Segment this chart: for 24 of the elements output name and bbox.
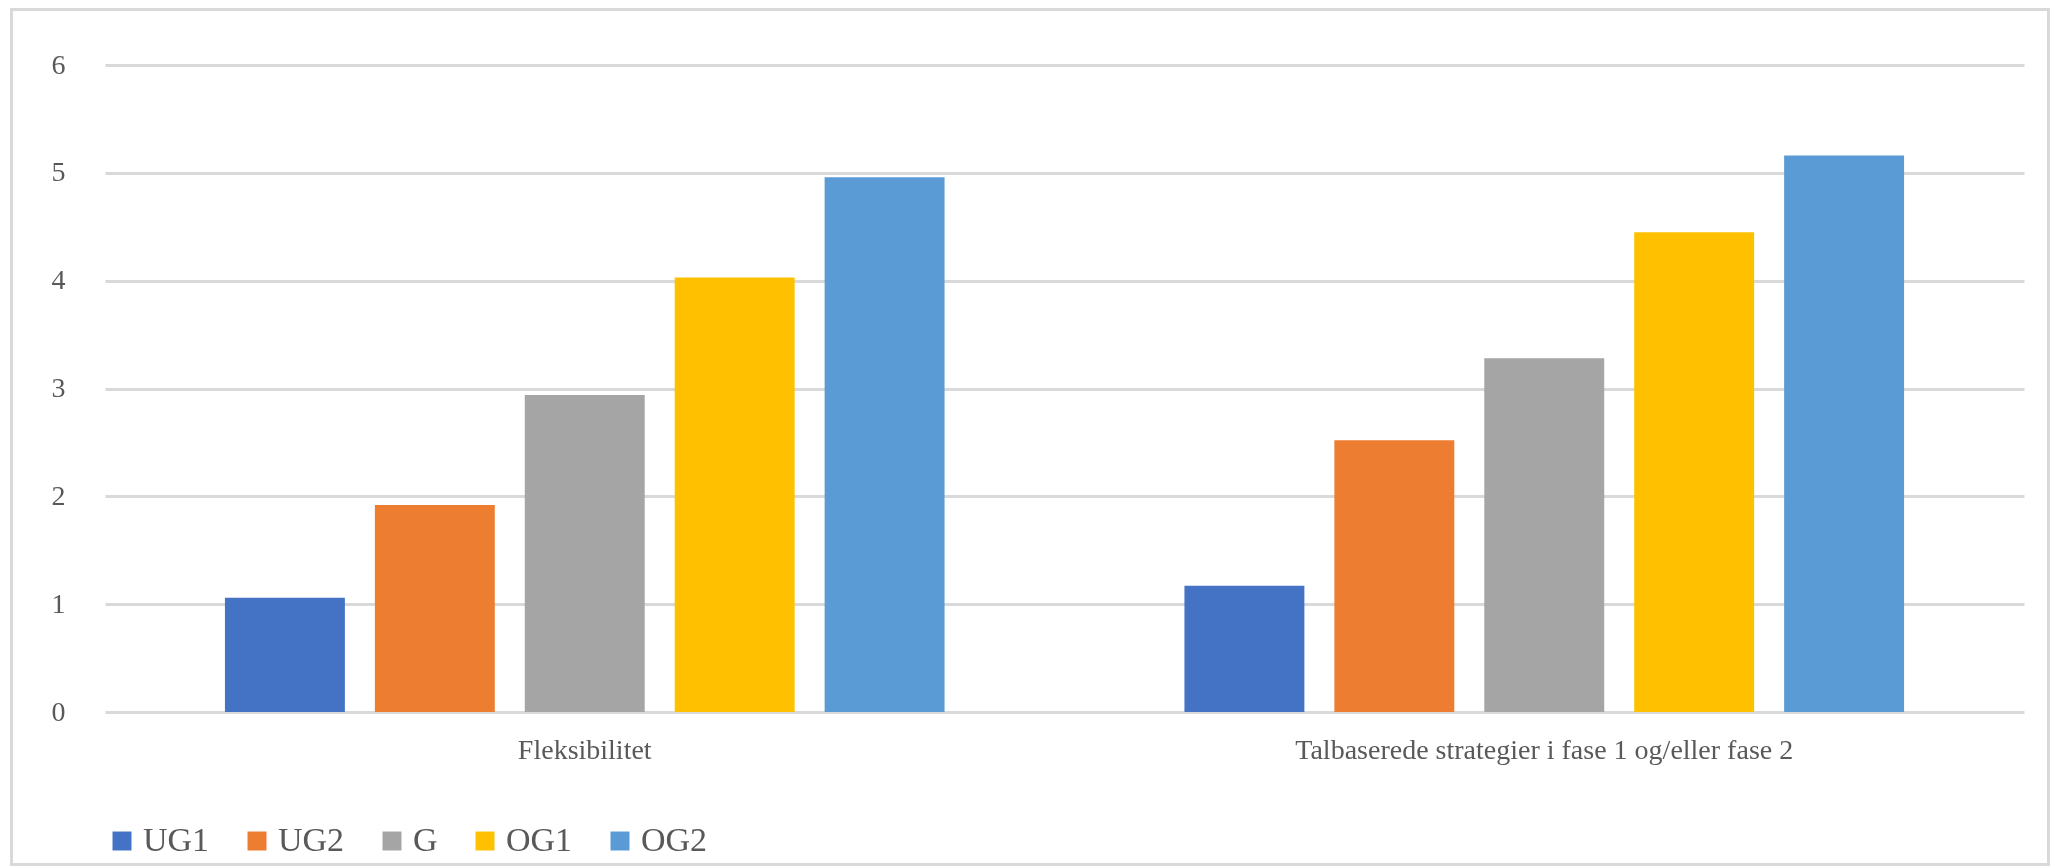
bar [374,504,495,712]
y-tick-label: 0 [51,695,66,727]
bar [1784,155,1905,712]
legend-label: OG1 [506,821,573,858]
y-tick-label: 6 [51,48,66,80]
bar [1634,232,1755,712]
y-tick-label: 3 [51,372,66,403]
bar [1484,358,1605,712]
legend-label: G [413,821,438,858]
bar [1334,440,1455,712]
bar [674,277,795,712]
bar [524,394,645,712]
y-tick-label: 1 [51,587,66,619]
x-tick-label: Talbaserede strategier i fase 1 og/eller fase 2 [1295,733,1794,765]
legend-label: UG1 [143,821,210,858]
bar [224,597,345,712]
legend-label: UG2 [278,821,345,858]
bar [1184,585,1305,712]
y-tick-label: 4 [51,264,66,296]
bar [824,177,945,712]
y-tick-label: 5 [51,156,66,188]
x-tick-label: Fleksibilitet [517,733,652,765]
legend-label: OG2 [641,821,708,858]
y-tick-label: 2 [51,479,66,511]
